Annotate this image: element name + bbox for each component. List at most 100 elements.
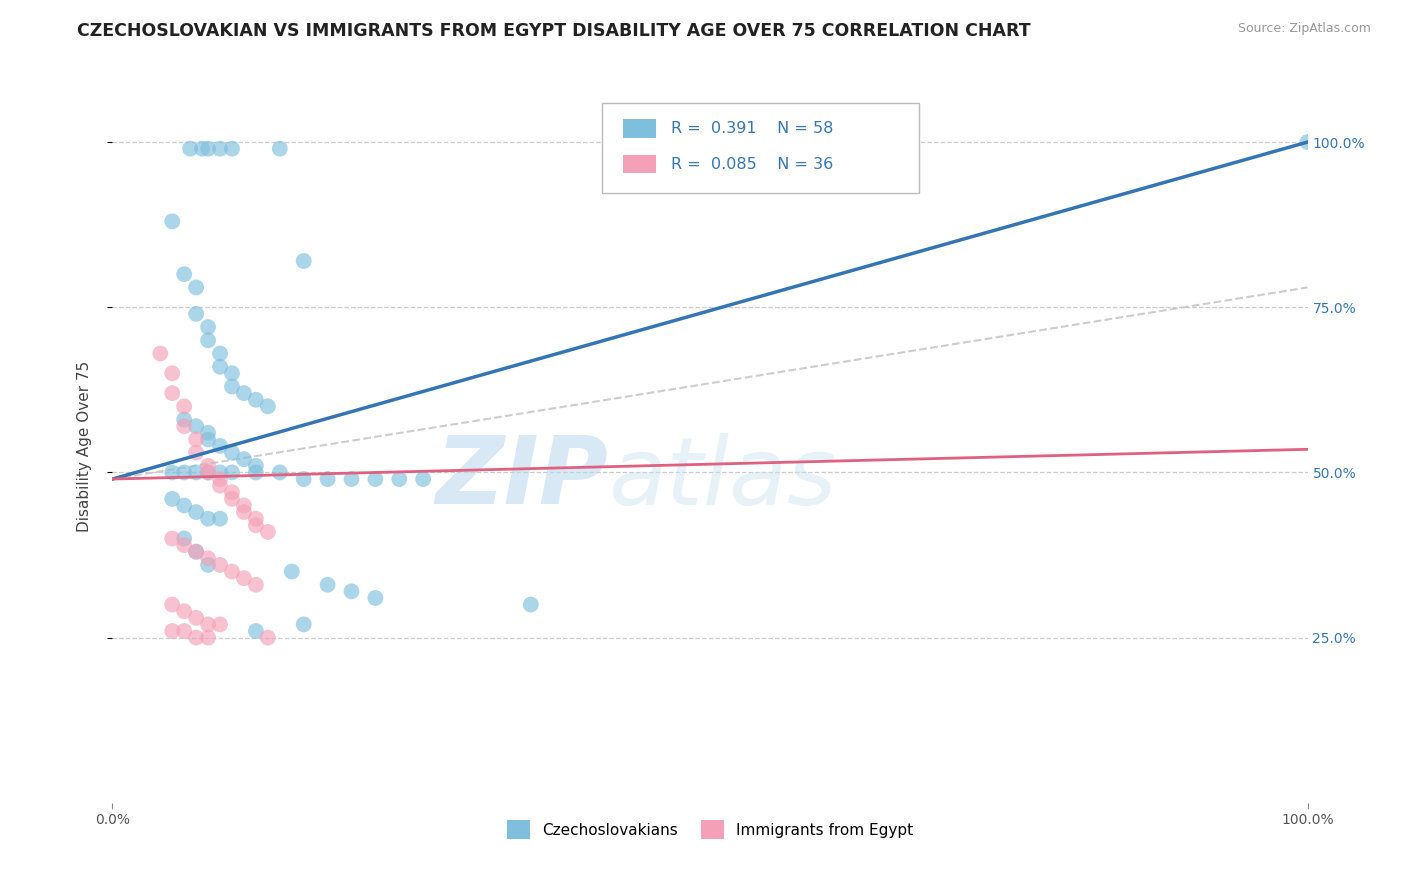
Point [173,412,195,426]
Point [162,598,183,612]
Point [186,631,208,645]
Point [221,485,243,500]
Point [209,359,232,374]
Point [186,445,208,459]
Point [233,505,256,519]
Point [209,558,232,572]
Point [257,524,280,539]
Point [245,578,267,592]
Point [292,254,315,268]
Point [197,320,219,334]
Point [186,466,208,480]
Point [209,466,232,480]
Point [340,472,363,486]
Point [233,386,256,401]
Point [221,445,243,459]
Point [209,142,232,156]
Point [221,466,243,480]
Point [316,578,339,592]
Point [245,511,267,525]
Point [162,214,183,228]
Point [1296,135,1319,149]
Point [191,142,214,156]
Point [186,545,208,559]
Point [340,584,363,599]
Point [364,591,387,605]
Point [257,400,280,414]
Text: ZIP: ZIP [436,432,609,524]
Point [245,458,267,473]
Text: atlas: atlas [609,433,837,524]
Point [520,598,543,612]
Point [257,631,280,645]
Y-axis label: Disability Age Over 75: Disability Age Over 75 [77,360,91,532]
Text: CZECHOSLOVAKIAN VS IMMIGRANTS FROM EGYPT DISABILITY AGE OVER 75 CORRELATION CHAR: CZECHOSLOVAKIAN VS IMMIGRANTS FROM EGYPT… [77,22,1031,40]
Point [162,386,183,401]
Point [173,538,195,552]
Point [221,367,243,381]
Point [197,558,219,572]
Text: Source: ZipAtlas.com: Source: ZipAtlas.com [1237,22,1371,36]
Point [221,142,243,156]
Point [233,499,256,513]
Point [186,433,208,447]
Point [149,346,172,360]
Point [173,604,195,618]
Point [209,478,232,492]
Point [173,400,195,414]
Text: R =  0.085    N = 36: R = 0.085 N = 36 [671,157,832,171]
Point [364,472,387,486]
Point [269,142,291,156]
Point [162,491,183,506]
Point [209,439,232,453]
Point [197,433,219,447]
FancyBboxPatch shape [623,155,657,173]
Point [209,346,232,360]
Point [197,511,219,525]
Point [173,499,195,513]
Point [162,532,183,546]
Point [186,611,208,625]
Point [186,545,208,559]
Point [197,466,219,480]
Point [281,565,304,579]
Point [197,631,219,645]
Legend: Czechoslovakians, Immigrants from Egypt: Czechoslovakians, Immigrants from Egypt [501,814,920,845]
Point [209,511,232,525]
Point [233,452,256,467]
Point [245,466,267,480]
Point [186,419,208,434]
Point [186,307,208,321]
Point [292,472,315,486]
Point [388,472,411,486]
Point [179,142,201,156]
Point [197,142,219,156]
Point [173,419,195,434]
Point [173,466,195,480]
Point [221,379,243,393]
Point [245,518,267,533]
Point [221,565,243,579]
Point [186,505,208,519]
Point [162,466,183,480]
Point [197,458,219,473]
Point [292,617,315,632]
Point [197,551,219,566]
Point [173,624,195,638]
Point [162,624,183,638]
Point [186,280,208,294]
FancyBboxPatch shape [623,120,657,137]
Point [173,532,195,546]
Point [173,267,195,281]
Point [197,333,219,347]
Point [162,367,183,381]
Point [245,392,267,407]
Point [197,466,219,480]
Point [269,466,291,480]
Point [209,617,232,632]
Point [221,491,243,506]
Text: R =  0.391    N = 58: R = 0.391 N = 58 [671,121,832,136]
Point [233,571,256,585]
Point [316,472,339,486]
Point [197,617,219,632]
